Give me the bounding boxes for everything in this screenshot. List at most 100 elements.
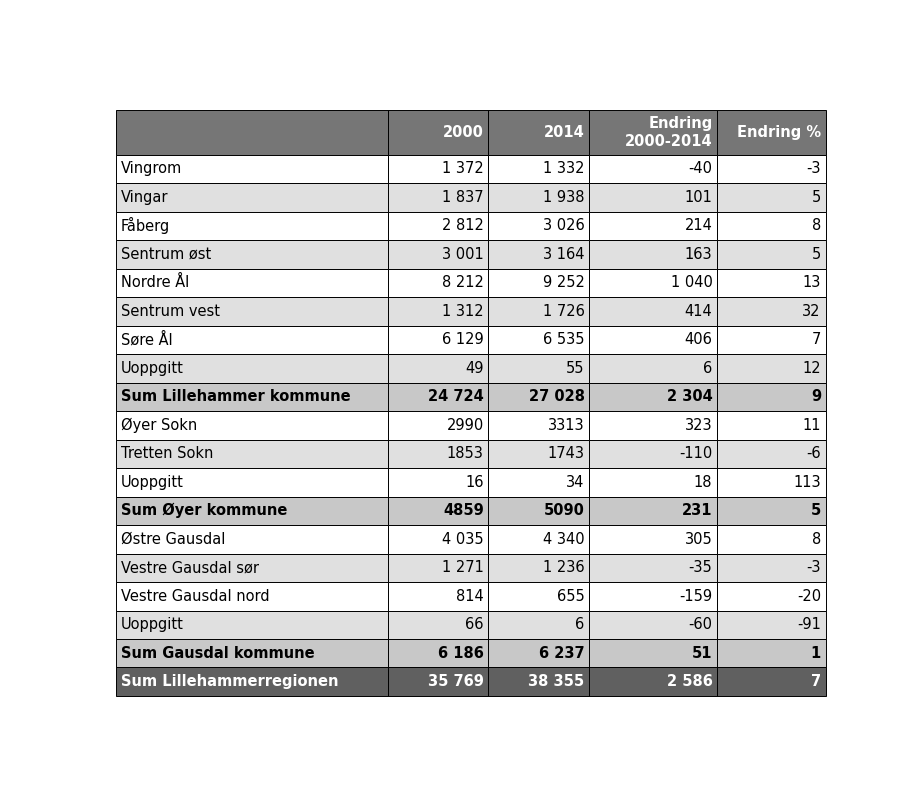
Bar	[117, 211, 388, 240]
Bar	[589, 554, 717, 582]
Text: 2 812: 2 812	[442, 219, 483, 233]
Bar	[388, 525, 488, 554]
Bar	[388, 554, 488, 582]
Bar	[117, 269, 388, 297]
Text: Østre Gausdal: Østre Gausdal	[121, 531, 225, 547]
Bar	[117, 240, 388, 269]
Text: -159: -159	[679, 589, 712, 604]
Text: 1 938: 1 938	[543, 190, 584, 205]
Text: 323: 323	[685, 418, 712, 433]
Text: 214: 214	[685, 219, 712, 233]
Bar	[388, 610, 488, 639]
Bar	[388, 354, 488, 382]
Bar	[589, 440, 717, 468]
Bar	[488, 554, 589, 582]
Bar	[117, 525, 388, 554]
Bar	[717, 184, 825, 211]
Text: 12: 12	[802, 361, 821, 376]
Bar	[717, 110, 825, 155]
Bar	[717, 525, 825, 554]
Bar	[388, 468, 488, 496]
Bar	[117, 639, 388, 667]
Text: 1 236: 1 236	[543, 560, 584, 575]
Bar	[488, 610, 589, 639]
Bar	[717, 155, 825, 184]
Bar	[589, 269, 717, 297]
Text: 414: 414	[685, 304, 712, 319]
Text: -3: -3	[806, 560, 821, 575]
Text: Sum Gausdal kommune: Sum Gausdal kommune	[121, 646, 314, 661]
Text: -6: -6	[806, 446, 821, 461]
Text: 6: 6	[575, 617, 584, 632]
Text: 814: 814	[456, 589, 483, 604]
Bar	[589, 326, 717, 354]
Text: 101: 101	[685, 190, 712, 205]
Text: -35: -35	[688, 560, 712, 575]
Bar	[117, 610, 388, 639]
Bar	[488, 440, 589, 468]
Text: 1 271: 1 271	[442, 560, 483, 575]
Text: 1: 1	[811, 646, 821, 661]
Bar	[488, 110, 589, 155]
Text: 6 237: 6 237	[539, 646, 584, 661]
Bar	[117, 496, 388, 525]
Bar	[488, 155, 589, 184]
Text: 8 212: 8 212	[442, 275, 483, 290]
Bar	[117, 184, 388, 211]
Bar	[117, 411, 388, 440]
Bar	[717, 240, 825, 269]
Bar	[117, 582, 388, 610]
Text: Fåberg: Fåberg	[121, 217, 170, 235]
Text: 11: 11	[802, 418, 821, 433]
Text: 113: 113	[793, 475, 821, 490]
Bar	[488, 211, 589, 240]
Text: Endring
2000-2014: Endring 2000-2014	[625, 117, 712, 148]
Text: Vingar: Vingar	[121, 190, 168, 205]
Bar	[488, 382, 589, 411]
Bar	[117, 155, 388, 184]
Text: 35 769: 35 769	[428, 674, 483, 689]
Text: 2000: 2000	[443, 124, 483, 140]
Text: 34: 34	[566, 475, 584, 490]
Bar	[717, 440, 825, 468]
Text: -110: -110	[679, 446, 712, 461]
Bar	[388, 411, 488, 440]
Bar	[388, 326, 488, 354]
Bar	[589, 354, 717, 382]
Bar	[388, 211, 488, 240]
Text: -40: -40	[688, 161, 712, 176]
Bar	[488, 667, 589, 696]
Bar	[717, 382, 825, 411]
Text: 1 040: 1 040	[671, 275, 712, 290]
Text: Sum Øyer kommune: Sum Øyer kommune	[121, 503, 288, 519]
Bar	[589, 155, 717, 184]
Bar	[388, 240, 488, 269]
Bar	[117, 468, 388, 496]
Bar	[717, 639, 825, 667]
Bar	[388, 184, 488, 211]
Text: 6 186: 6 186	[437, 646, 483, 661]
Text: 231: 231	[682, 504, 712, 518]
Text: Uoppgitt: Uoppgitt	[121, 361, 184, 376]
Bar	[388, 155, 488, 184]
Bar	[488, 354, 589, 382]
Bar	[717, 667, 825, 696]
Text: 1 312: 1 312	[442, 304, 483, 319]
Bar	[488, 411, 589, 440]
Bar	[589, 211, 717, 240]
Bar	[488, 496, 589, 525]
Text: -3: -3	[806, 161, 821, 176]
Text: Endring %: Endring %	[737, 124, 821, 140]
Bar	[117, 326, 388, 354]
Bar	[717, 326, 825, 354]
Text: 5090: 5090	[544, 504, 584, 518]
Bar	[488, 297, 589, 326]
Text: 2990: 2990	[447, 418, 483, 433]
Text: 305: 305	[685, 531, 712, 547]
Text: 3 164: 3 164	[543, 247, 584, 262]
Bar	[388, 667, 488, 696]
Text: 66: 66	[465, 617, 483, 632]
Text: Vestre Gausdal nord: Vestre Gausdal nord	[121, 589, 269, 604]
Text: 4 340: 4 340	[543, 531, 584, 547]
Bar	[717, 468, 825, 496]
